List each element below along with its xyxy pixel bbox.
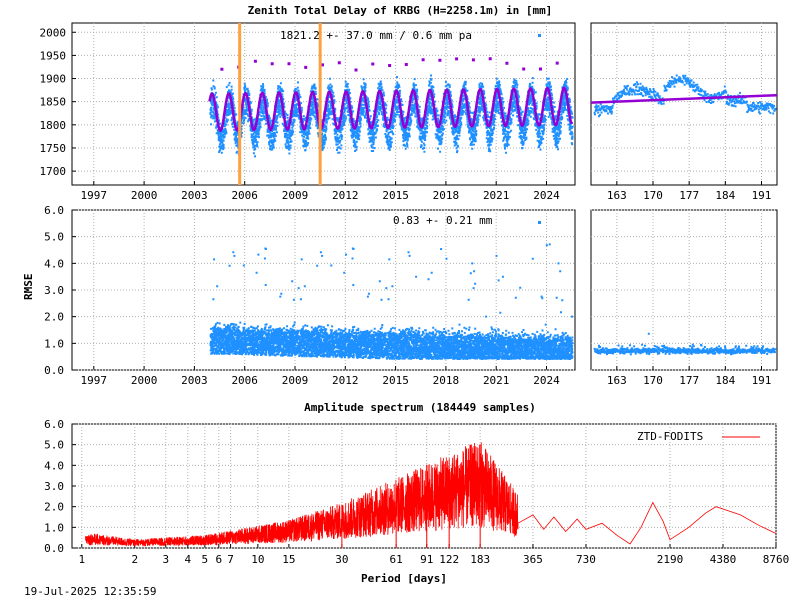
x-tick-label: 61	[390, 553, 403, 566]
rmse-stat-annotation: 0.83 +- 0.21 mm	[393, 214, 493, 227]
plot-frame	[590, 22, 778, 186]
y-tick-label: 0.0	[44, 364, 64, 377]
x-tick-label: 1997	[81, 189, 108, 202]
y-tick-label: 1.0	[44, 521, 64, 534]
x-tick-label: 2006	[231, 374, 258, 387]
y-tick-label: 1700	[40, 165, 67, 178]
y-tick-label: 1800	[40, 119, 67, 132]
y-tick-label: 5.0	[44, 439, 64, 452]
x-tick-label: 1	[78, 553, 85, 566]
y-tick-label: 6.0	[44, 418, 64, 431]
x-tick-label: 365	[523, 553, 543, 566]
ztd-model-curve	[208, 86, 573, 132]
ztd-main-panel: 1997 2000 2003 2006 2009 2012 2015 2018 2021 2024…	[40, 22, 576, 202]
x-tick-label: 2003	[181, 189, 208, 202]
x-tick-label: 5	[202, 553, 209, 566]
y-tick-label: 4.0	[44, 459, 64, 472]
x-tick-label: 4380	[710, 553, 737, 566]
x-tick-label: 15	[282, 553, 295, 566]
x-tick-label: 4	[184, 553, 191, 566]
x-tick-label: 2015	[382, 189, 409, 202]
x-tick-label: 163	[607, 189, 627, 202]
x-tick-label: 170	[643, 374, 663, 387]
x-tick-label: 2009	[282, 374, 309, 387]
x-tick-label: 2009	[282, 189, 309, 202]
x-tick-label: 2012	[332, 189, 359, 202]
x-tick-label: 2	[131, 553, 138, 566]
x-tick-label: 10	[251, 553, 264, 566]
y-tick-label: 1850	[40, 96, 67, 109]
x-tick-label: 2024	[533, 374, 560, 387]
y-tick-label: 1.0	[44, 337, 64, 350]
x-tick-label: 183	[470, 553, 490, 566]
x-tick-label: 91	[420, 553, 433, 566]
x-tick-label: 2021	[483, 374, 510, 387]
x-tick-label: 30	[335, 553, 348, 566]
legend-marker	[538, 221, 541, 224]
x-tick-label: 6	[215, 553, 222, 566]
x-tick-label: 730	[576, 553, 596, 566]
x-tick-label: 2000	[131, 374, 158, 387]
rmse-recent-points	[593, 332, 777, 356]
x-tick-label: 2018	[433, 374, 460, 387]
y-axis-label: RMSE	[22, 274, 35, 301]
x-tick-label: 2012	[332, 374, 359, 387]
rmse-recent-panel: 163 170 177 184 191	[590, 209, 778, 387]
spectrum-panel: 1 2 3 4 5 6 7 10 15 30 61 91 122 183 365 730 2190 4380 876…	[44, 418, 789, 585]
ztd-recent-points	[593, 74, 777, 118]
ztd-stat-annotation: 1821.2 +- 37.0 mm / 0.6 mm pa	[280, 29, 472, 42]
x-axis-label: Period [days]	[361, 572, 447, 585]
x-tick-label: 184	[715, 189, 735, 202]
x-tick-label: 2024	[533, 189, 560, 202]
spectrum-legend-label: ZTD-FODITS	[637, 430, 703, 443]
x-tick-label: 2190	[657, 553, 684, 566]
legend-marker	[538, 34, 541, 37]
y-tick-label: 2.0	[44, 501, 64, 514]
spectrum-line	[85, 442, 777, 548]
ztd-outlier-markers	[220, 57, 559, 72]
rmse-main-panel: 1997 2000 2003 2006 2009 2012 2015 2018 2021 2024…	[22, 204, 576, 387]
y-tick-label: 4.0	[44, 257, 64, 270]
x-tick-label: 177	[679, 374, 699, 387]
y-tick-label: 0.0	[44, 542, 64, 555]
plot-frame	[71, 22, 576, 186]
main-title: Zenith Total Delay of KRBG (H=2258.1m) i…	[248, 4, 553, 17]
x-tick-label: 2006	[231, 189, 258, 202]
y-tick-label: 1750	[40, 142, 67, 155]
y-tick-label: 6.0	[44, 204, 64, 217]
ztd-recent-model	[590, 93, 778, 104]
y-tick-label: 2.0	[44, 311, 64, 324]
y-tick-label: 2000	[40, 26, 67, 39]
x-tick-label: 191	[752, 374, 772, 387]
y-tick-label: 3.0	[44, 284, 64, 297]
x-tick-label: 1997	[81, 374, 108, 387]
x-tick-label: 2003	[181, 374, 208, 387]
x-tick-label: 2000	[131, 189, 158, 202]
x-tick-label: 2021	[483, 189, 510, 202]
x-tick-label: 8760	[763, 553, 790, 566]
x-tick-label: 2018	[433, 189, 460, 202]
x-tick-label: 184	[715, 374, 735, 387]
x-tick-label: 191	[752, 189, 772, 202]
ztd-recent-panel: 163 170 177 184 191	[590, 22, 778, 202]
x-tick-label: 7	[227, 553, 234, 566]
x-tick-label: 177	[679, 189, 699, 202]
x-tick-label: 3	[162, 553, 169, 566]
x-tick-label: 163	[607, 374, 627, 387]
y-tick-label: 3.0	[44, 480, 64, 493]
spectrum-title: Amplitude spectrum (184449 samples)	[304, 401, 536, 414]
x-tick-label: 170	[643, 189, 663, 202]
timestamp: 19-Jul-2025 12:35:59	[24, 585, 156, 598]
y-tick-label: 5.0	[44, 231, 64, 244]
x-tick-label: 122	[439, 553, 459, 566]
x-tick-label: 2015	[382, 374, 409, 387]
rmse-data-points	[209, 243, 574, 360]
y-tick-label: 1950	[40, 49, 67, 62]
y-tick-label: 1900	[40, 73, 67, 86]
